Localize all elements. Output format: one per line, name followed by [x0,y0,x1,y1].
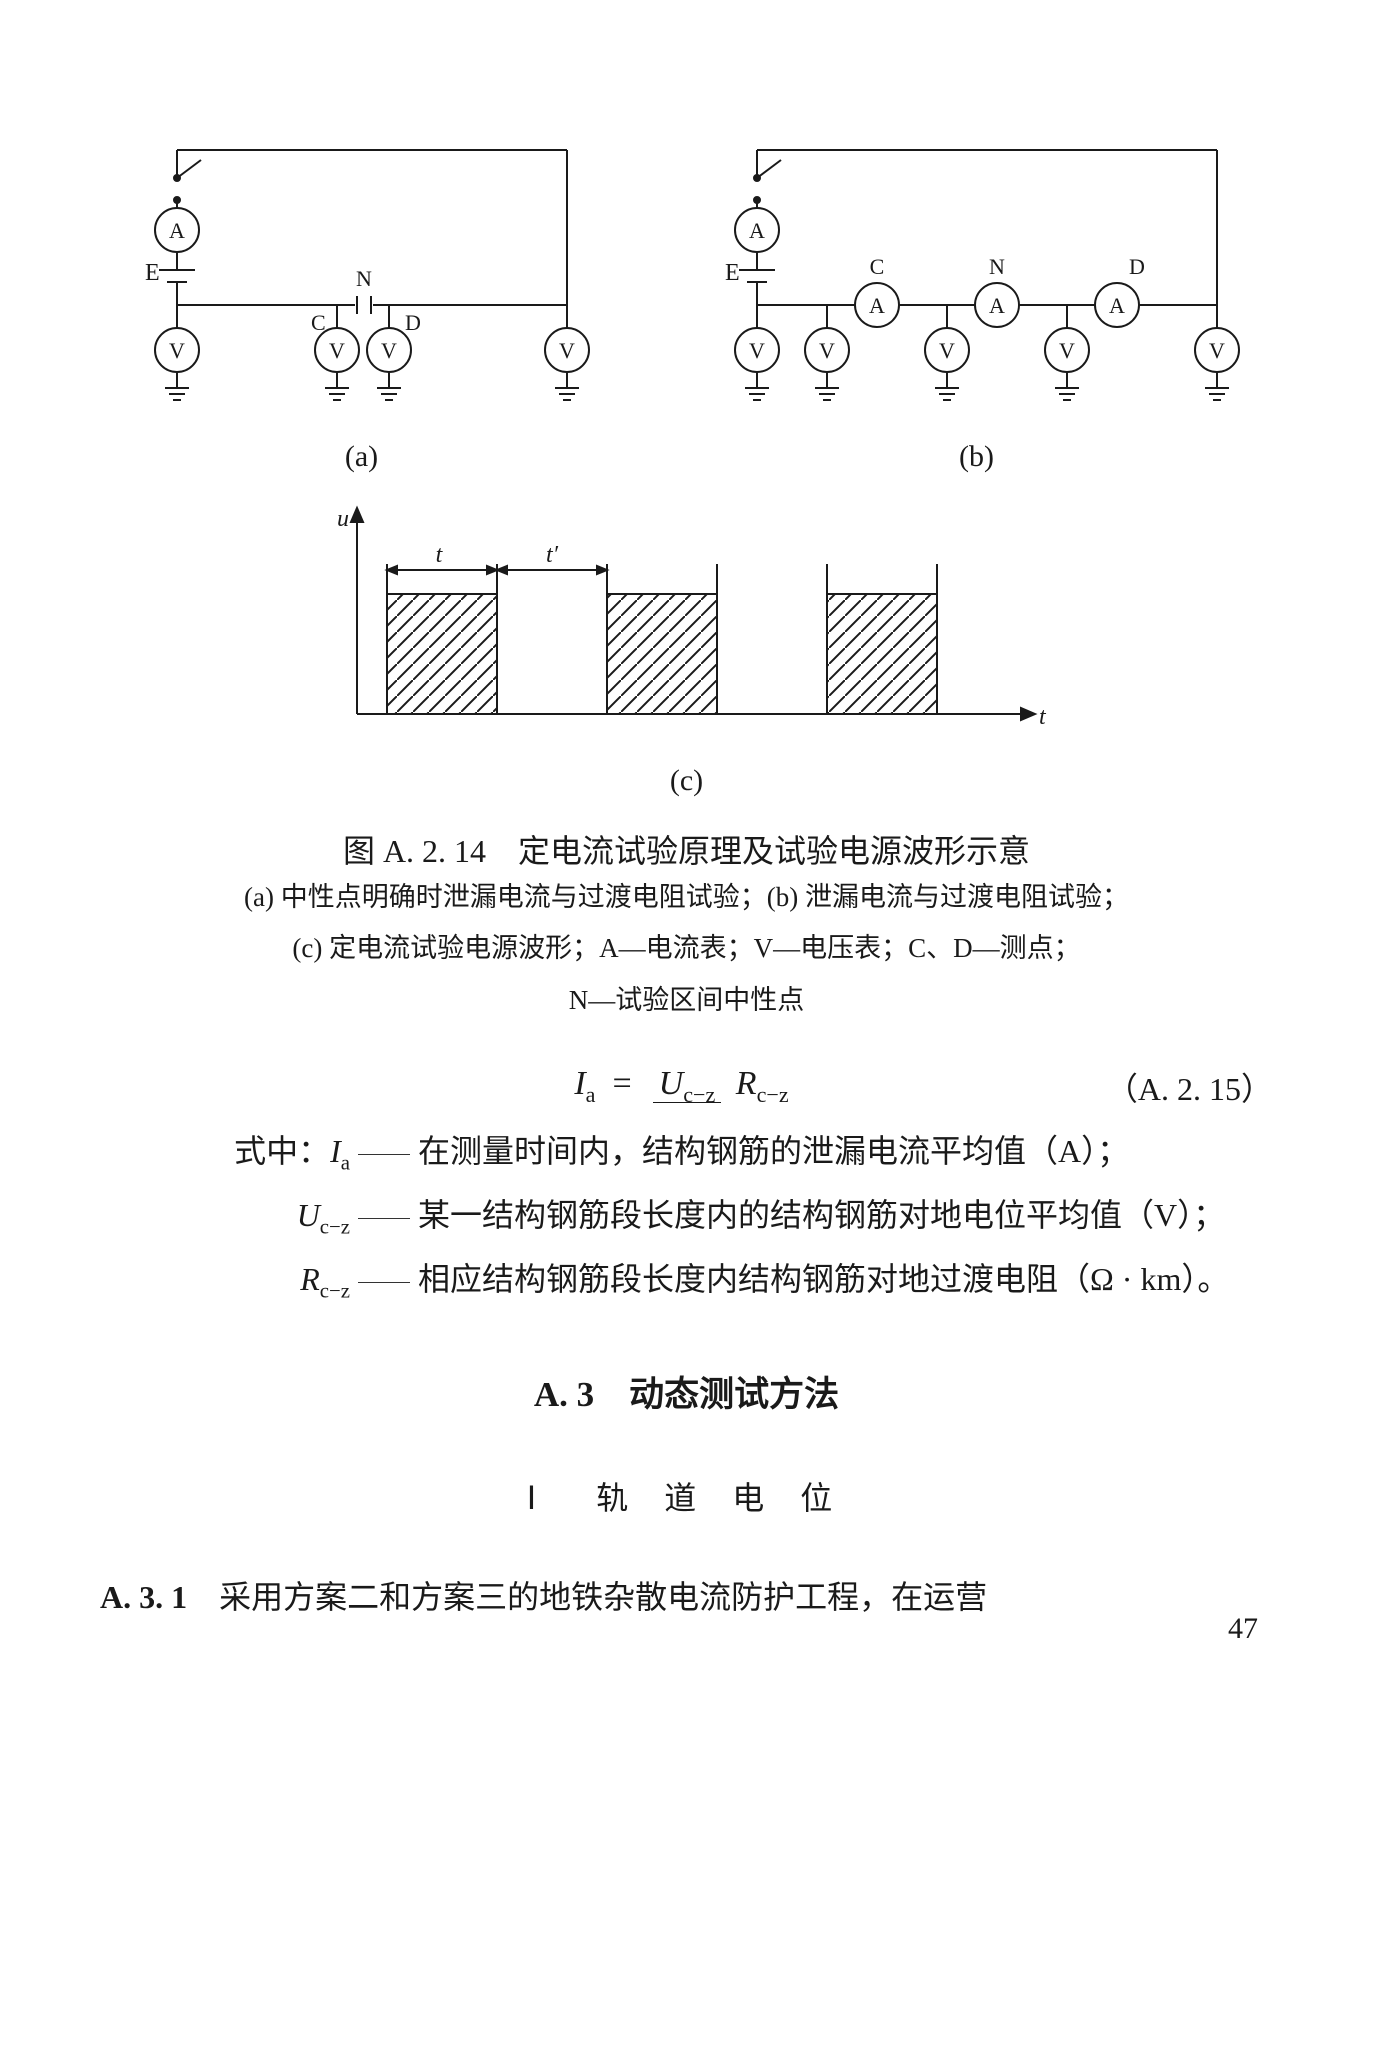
def-sep-0 [350,1120,418,1184]
def-row-0: 式中：Ia 在测量时间内，结构钢筋的泄漏电流平均值（A）； [100,1120,1273,1184]
def-text-0: 在测量时间内，结构钢筋的泄漏电流平均值（A）； [418,1120,1273,1184]
eq-fraction: Uc−z Rc−z [649,1065,799,1108]
svg-text:E: E [725,260,740,286]
circuit-b-label: (b) [707,440,1247,474]
svg-text:A: A [749,218,765,243]
eq-den-sym: R [736,1065,757,1102]
svg-text:A: A [869,293,885,318]
waveform-wrap: u t [100,504,1273,798]
circuit-a-svg: A E N [127,130,597,430]
eq-lhs-sym: I [574,1066,585,1103]
def-row-2: Rc−z 相应结构钢筋段长度内结构钢筋对地过渡电阻（Ω · km）。 [100,1248,1273,1312]
svg-text:D: D [1129,254,1145,279]
eq-lhs-sub: a [586,1082,596,1107]
paragraph: A. 3. 1 采用方案二和方案三的地铁杂散电流防护工程，在运营 [100,1567,1273,1628]
svg-text:V: V [381,338,397,363]
circuit-a-label: (a) [127,440,597,474]
svg-text:t′: t′ [546,542,559,568]
para-text: 采用方案二和方案三的地铁杂散电流防护工程，在运营 [187,1579,987,1615]
eq-num-sym: U [659,1065,684,1102]
waveform-label: (c) [317,764,1057,798]
eq-num-sub: c−z [683,1082,715,1107]
definition-block: 式中：Ia 在测量时间内，结构钢筋的泄漏电流平均值（A）； Uc−z 某一结构钢… [100,1120,1273,1312]
svg-text:V: V [819,338,835,363]
svg-text:A: A [989,293,1005,318]
circuit-diagrams-row: A E N [100,130,1273,474]
svg-text:V: V [329,338,345,363]
equation-row: Ia = Uc−z Rc−z （A. 2. 15） [100,1064,1273,1110]
svg-text:A: A [169,218,185,243]
equation-body: Ia = Uc−z Rc−z [574,1065,798,1108]
eq-den-sub: c−z [757,1082,789,1107]
waveform-svg: u t [317,504,1057,754]
svg-text:N: N [356,266,372,291]
svg-text:C: C [311,310,326,335]
circuit-b-col: A E A A A [707,130,1247,474]
def-row-1: Uc−z 某一结构钢筋段长度内的结构钢筋对地电位平均值（V）； [100,1184,1273,1248]
page-number: 47 [1228,1612,1258,1646]
svg-text:C: C [869,254,884,279]
svg-text:V: V [559,338,575,363]
para-label: A. 3. 1 [100,1579,187,1615]
svg-text:E: E [145,260,160,286]
def-sep-2 [350,1248,418,1312]
svg-text:u: u [337,506,349,532]
svg-text:D: D [405,310,421,335]
section-heading: A. 3 动态测试方法 [100,1366,1273,1417]
svg-text:A: A [1109,293,1125,318]
def-head-plus-sym: 式中：Ia [100,1120,350,1184]
equation-tag: （A. 2. 15） [1013,1064,1273,1110]
def-sep-1 [350,1184,418,1248]
circuit-b-svg: A E A A A [707,130,1247,430]
svg-text:V: V [1059,338,1075,363]
svg-text:V: V [939,338,955,363]
figure-caption: 图 A. 2. 14 定电流试验原理及试验电源波形示意 [100,826,1273,872]
circuit-a-col: A E N [127,130,597,474]
svg-text:V: V [1209,338,1225,363]
svg-text:N: N [989,254,1005,279]
svg-text:V: V [169,338,185,363]
svg-text:t: t [1039,704,1047,730]
svg-text:V: V [749,338,765,363]
legend-line-2: (c) 定电流试验电源波形；A—电流表；V—电压表；C、D—测点； [100,923,1273,974]
subsection-heading: Ⅰ 轨 道 电 位 [100,1473,1273,1519]
svg-text:t: t [435,542,443,568]
legend-line-3: N—试验区间中性点 [100,975,1273,1026]
def-text-2: 相应结构钢筋段长度内结构钢筋对地过渡电阻（Ω · km）。 [418,1248,1273,1312]
def-text-1: 某一结构钢筋段长度内的结构钢筋对地电位平均值（V）； [418,1184,1273,1248]
def-sym-2: Rc−z [100,1248,350,1312]
page: A E N [0,0,1373,1688]
legend-line-1: (a) 中性点明确时泄漏电流与过渡电阻试验；(b) 泄漏电流与过渡电阻试验； [100,872,1273,923]
def-sym-1: Uc−z [100,1184,350,1248]
